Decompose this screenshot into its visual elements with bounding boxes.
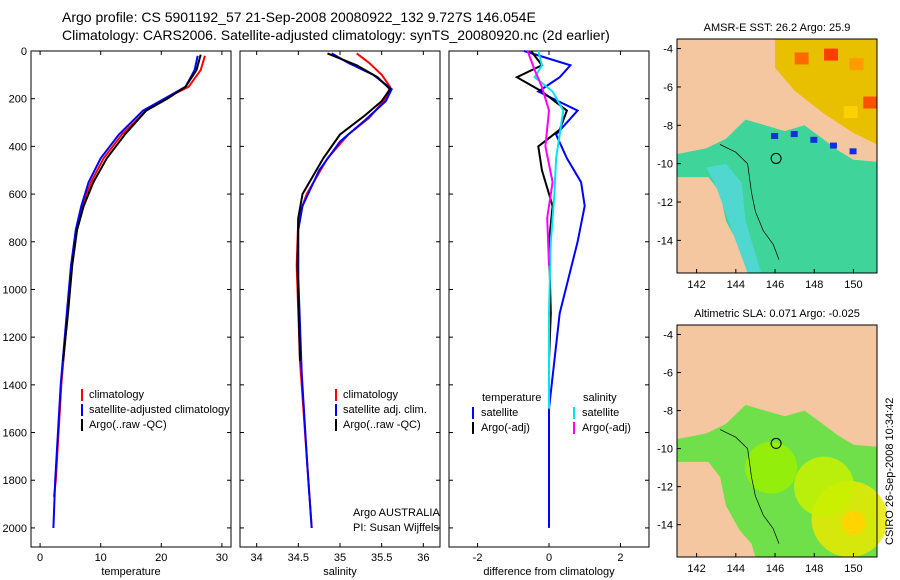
chart-title-line1: Argo profile: CS 5901192_57 21-Sep-2008 … bbox=[62, 9, 536, 25]
map-y-tick-label: -8 bbox=[663, 406, 673, 418]
x-tick-label: 34.5 bbox=[288, 552, 309, 564]
map-y-tick-label: -4 bbox=[663, 44, 673, 56]
map-y-tick-label: -10 bbox=[657, 159, 673, 171]
sst-cell bbox=[810, 136, 818, 143]
legend-label: climatology bbox=[343, 389, 399, 401]
legend-label: Argo(..raw -QC) bbox=[343, 419, 421, 431]
legend-title-salinity: salinity bbox=[583, 392, 617, 404]
map-x-tick-label: 144 bbox=[727, 563, 745, 575]
legend-label: Argo(..raw -QC) bbox=[89, 419, 167, 431]
annotation-text: Argo AUSTRALIA bbox=[353, 507, 440, 519]
map-x-tick-label: 148 bbox=[805, 563, 823, 575]
map-title: Altimetric SLA: 0.071 Argo: -0.025 bbox=[694, 308, 860, 320]
map-x-tick-label: 144 bbox=[727, 279, 745, 291]
y-tick-label: 400 bbox=[9, 141, 27, 153]
map-depth-contour bbox=[719, 429, 780, 544]
x-tick-label: -2 bbox=[473, 552, 483, 564]
map-x-tick-label: 142 bbox=[687, 563, 705, 575]
sst-cell bbox=[824, 48, 839, 61]
series-line-argo-raw-qc- bbox=[62, 54, 202, 362]
map-x-tick-label: 142 bbox=[687, 279, 705, 291]
y-tick-label: 600 bbox=[9, 189, 27, 201]
sst-cell bbox=[849, 58, 864, 71]
legend-title-temperature: temperature bbox=[482, 392, 541, 404]
float-position-marker bbox=[770, 437, 782, 449]
x-tick-label: 35.5 bbox=[371, 552, 392, 564]
legend-label: satellite bbox=[481, 407, 518, 419]
x-tick-label: 30 bbox=[216, 552, 228, 564]
map-y-tick-label: -14 bbox=[657, 520, 673, 532]
sst-cell bbox=[849, 148, 857, 155]
x-tick-label: 35 bbox=[334, 552, 346, 564]
x-axis-label: salinity bbox=[323, 566, 357, 578]
map-y-tick-label: -6 bbox=[663, 368, 673, 380]
sla-blob bbox=[794, 456, 855, 517]
map-ocean bbox=[677, 119, 877, 273]
x-tick-label: 20 bbox=[155, 552, 167, 564]
map-y-tick-label: -4 bbox=[663, 330, 673, 342]
map-x-tick-label: 150 bbox=[844, 563, 862, 575]
legend-label: climatology bbox=[89, 389, 145, 401]
legend-label: Argo(-adj) bbox=[481, 422, 530, 434]
x-tick-label: 0 bbox=[546, 552, 552, 564]
x-tick-label: 0 bbox=[37, 552, 43, 564]
profile-panel-frame bbox=[239, 50, 441, 548]
sla-blob bbox=[745, 441, 798, 494]
sst-cell bbox=[794, 52, 809, 65]
map-x-tick-label: 150 bbox=[844, 279, 862, 291]
annotation-text: PI: Susan Wijffels bbox=[353, 522, 439, 534]
y-tick-label: 0 bbox=[21, 46, 27, 58]
profile-panel-frame bbox=[30, 50, 232, 548]
sst-cell bbox=[771, 132, 779, 139]
x-tick-label: 10 bbox=[95, 552, 107, 564]
map-y-tick-label: -14 bbox=[657, 235, 673, 247]
map-frame bbox=[676, 324, 878, 558]
y-tick-label: 1600 bbox=[3, 428, 27, 440]
sst-cell bbox=[790, 131, 798, 138]
sst-cell bbox=[863, 96, 878, 109]
map-shelf bbox=[706, 163, 762, 273]
map-x-tick-label: 146 bbox=[766, 563, 784, 575]
series-line-satellite-temperature bbox=[523, 50, 586, 528]
sla-blob bbox=[841, 510, 866, 535]
x-tick-label: 2 bbox=[617, 552, 623, 564]
series-line-argo-raw-qc- bbox=[296, 52, 392, 362]
map-y-tick-label: -8 bbox=[663, 120, 673, 132]
sst-cell bbox=[843, 106, 858, 119]
y-tick-label: 2000 bbox=[3, 523, 27, 535]
map-y-tick-label: -6 bbox=[663, 82, 673, 94]
y-tick-label: 800 bbox=[9, 237, 27, 249]
x-tick-label: 34 bbox=[251, 552, 263, 564]
x-axis-label: temperature bbox=[101, 566, 160, 578]
legend-label: satellite-adjusted climatology bbox=[89, 404, 230, 416]
y-tick-label: 1800 bbox=[3, 475, 27, 487]
map-x-tick-label: 148 bbox=[805, 279, 823, 291]
map-x-tick-label: 146 bbox=[766, 279, 784, 291]
x-axis-label: difference from climatology bbox=[483, 566, 615, 578]
series-line-argo-adj--salinity bbox=[526, 50, 554, 266]
map-depth-contour bbox=[719, 144, 780, 260]
map-y-tick-label: -10 bbox=[657, 444, 673, 456]
y-tick-label: 1000 bbox=[3, 284, 27, 296]
legend-label: satellite adj. clim. bbox=[343, 404, 427, 416]
x-tick-label: 36 bbox=[417, 552, 429, 564]
y-tick-label: 1400 bbox=[3, 380, 27, 392]
map-title: AMSR-E SST: 26.2 Argo: 25.9 bbox=[704, 22, 851, 34]
chart-title-line2: Climatology: CARS2006. Satellite-adjuste… bbox=[62, 27, 610, 43]
float-position-marker bbox=[770, 152, 782, 164]
map-frame bbox=[676, 38, 878, 274]
map-y-tick-label: -12 bbox=[657, 197, 673, 209]
y-tick-label: 200 bbox=[9, 94, 27, 106]
sst-cell bbox=[829, 142, 837, 149]
timestamp-label: CSIRO 26-Sep-2008 10:34:42 bbox=[884, 398, 896, 545]
legend-label: satellite bbox=[582, 407, 619, 419]
y-tick-label: 1200 bbox=[3, 332, 27, 344]
map-y-tick-label: -12 bbox=[657, 482, 673, 494]
legend-label: Argo(-adj) bbox=[582, 422, 631, 434]
